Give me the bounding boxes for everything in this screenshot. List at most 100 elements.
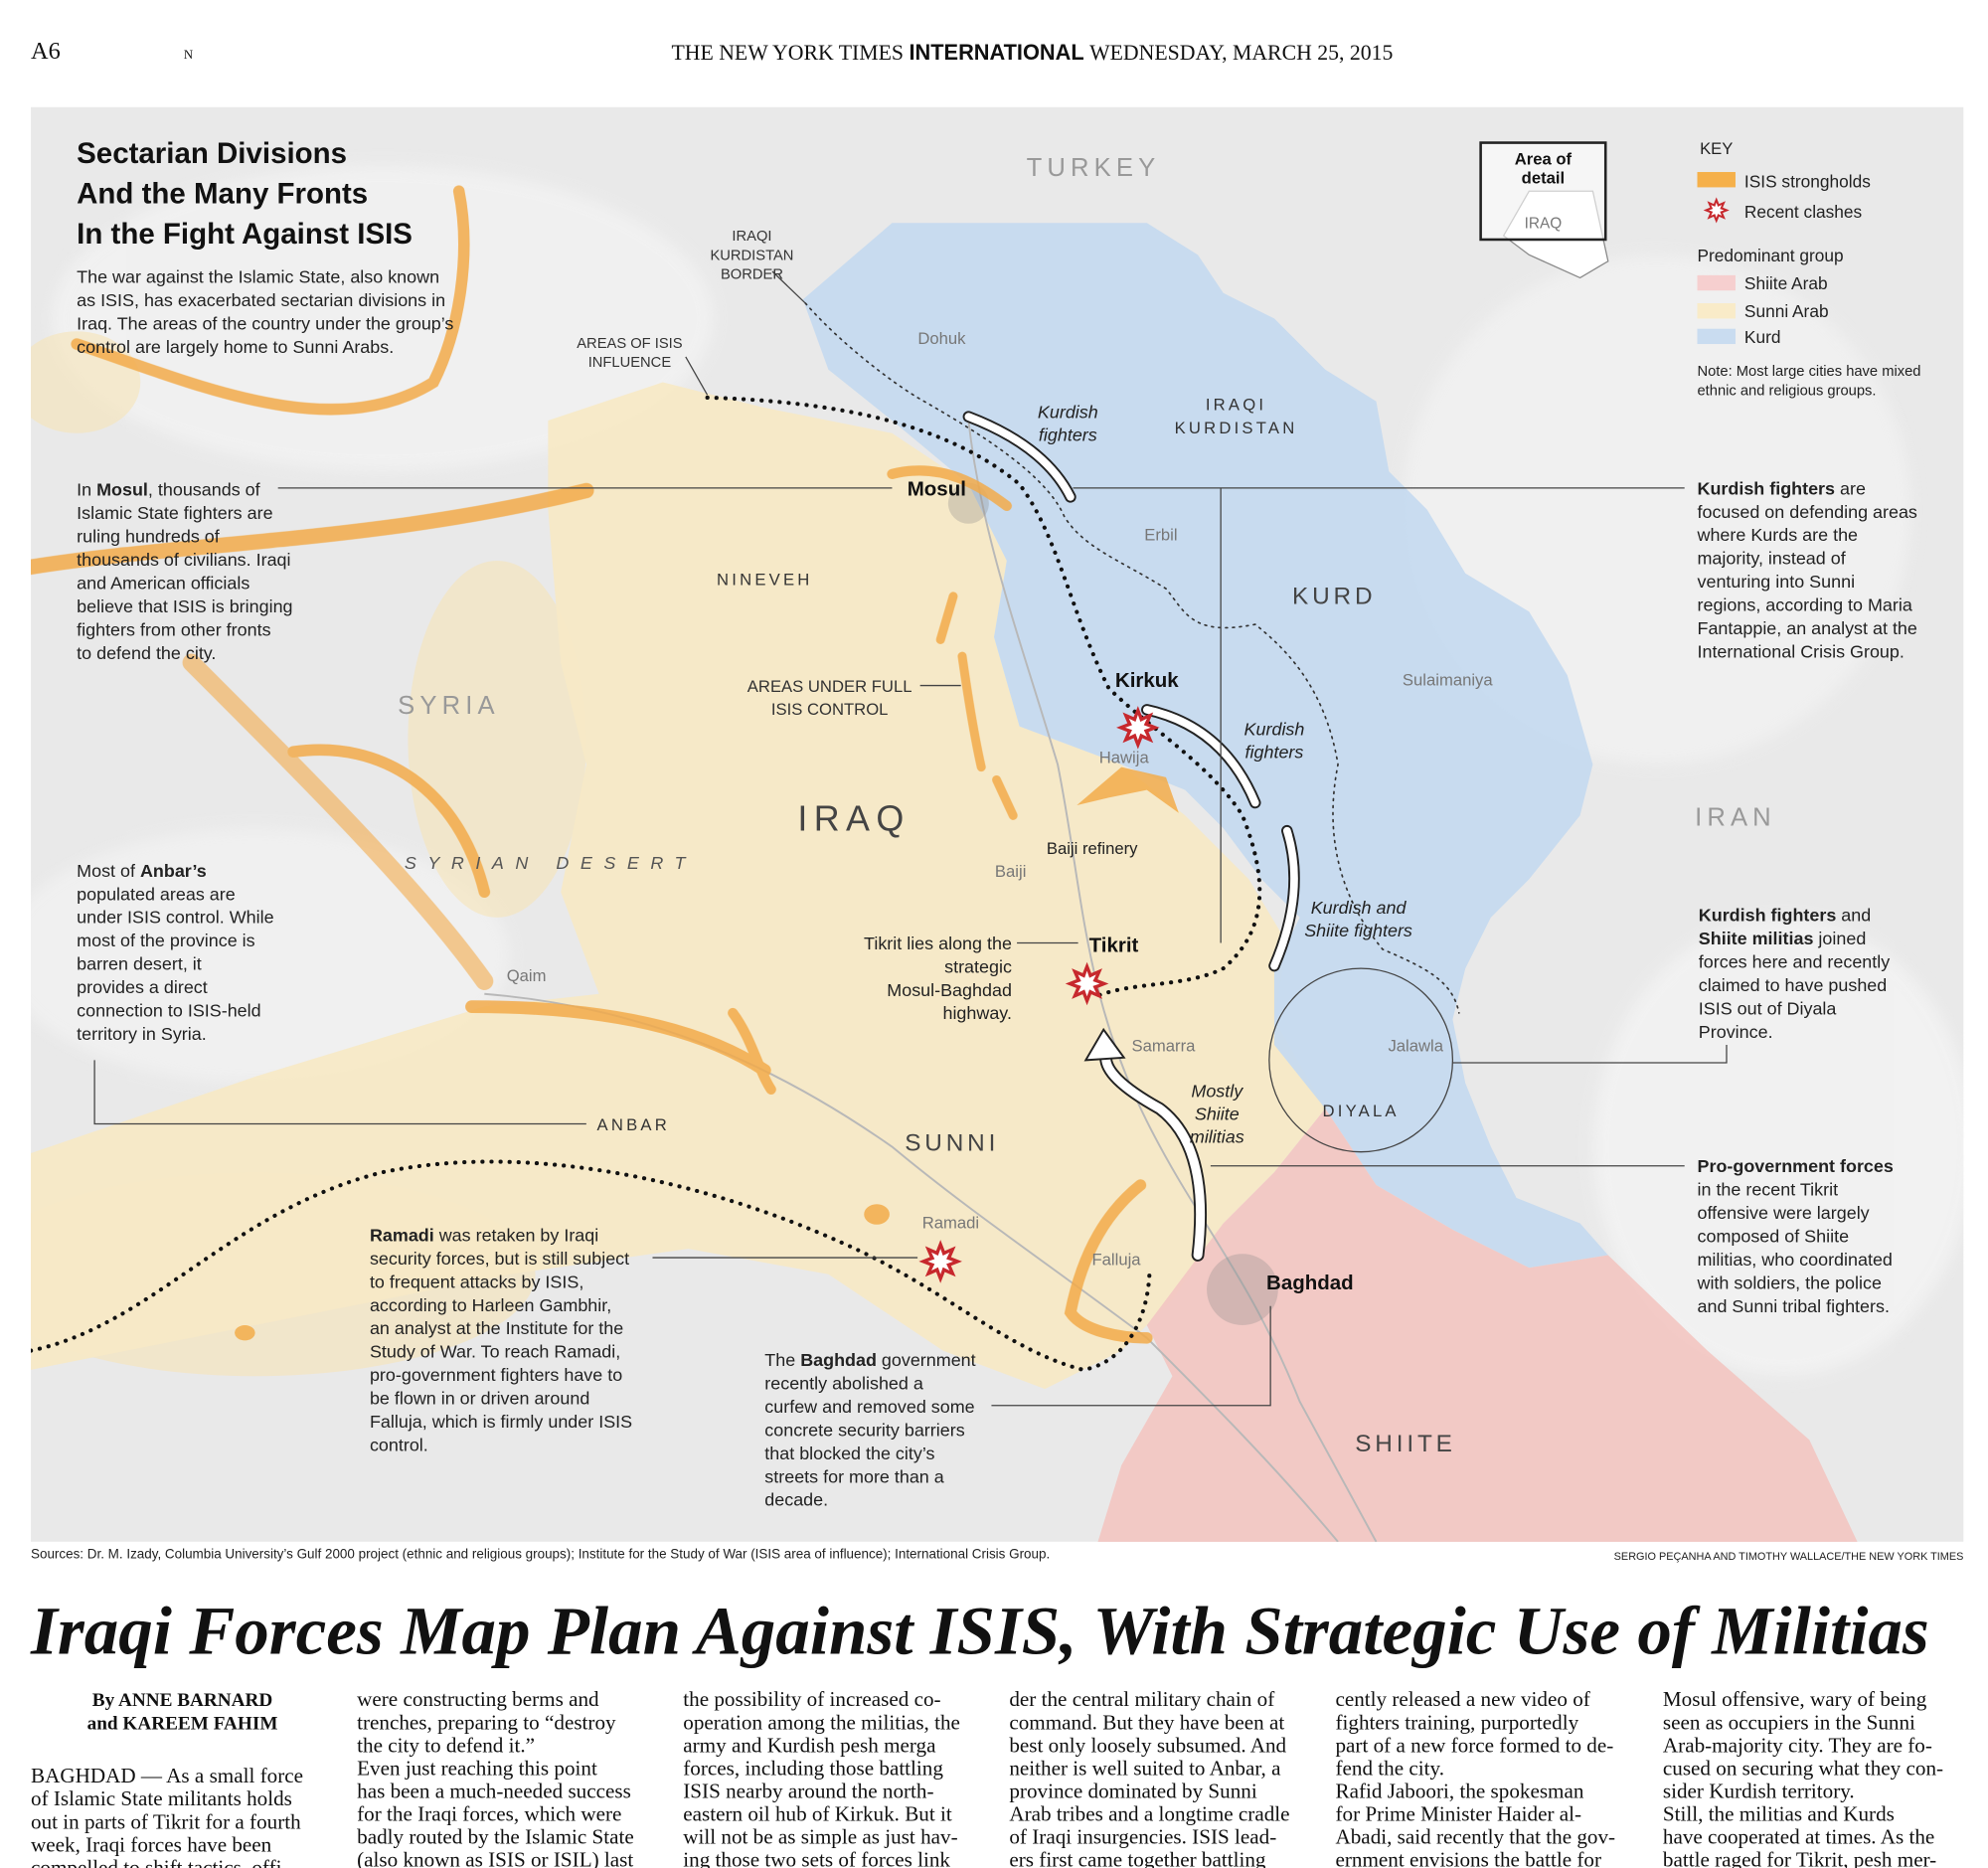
annotation: and American officials — [77, 573, 249, 593]
article-text: ISIS nearby around the north- — [683, 1780, 933, 1803]
map-label: INFLUENCE — [588, 355, 672, 371]
annotation: an analyst at the Institute for the — [370, 1318, 623, 1338]
key-label: Recent clashes — [1744, 202, 1863, 222]
annotation: security forces, but is still subject — [370, 1249, 629, 1269]
annotation: ISIS out of Diyala — [1699, 999, 1837, 1019]
article-text: der the central military chain of — [1009, 1687, 1275, 1711]
annotation: International Crisis Group. — [1698, 641, 1905, 661]
annotation: In Mosul, thousands of — [77, 480, 260, 500]
article-text: of Islamic State militants holds — [31, 1786, 292, 1810]
key-title: KEY — [1700, 139, 1733, 158]
article-text: trenches, preparing to “destroy — [357, 1710, 616, 1734]
annotation: focused on defending areas — [1698, 502, 1917, 522]
map-label: KURDISTAN — [1175, 419, 1298, 437]
annotation: Ramadi was retaken by Iraqi — [370, 1225, 598, 1245]
annotation: where Kurds are the — [1697, 525, 1859, 545]
map-label: Shiite — [1195, 1104, 1240, 1124]
article-text: eastern oil hub of Kirkuk. But it — [683, 1802, 952, 1826]
article-text: week, Iraqi forces have been — [31, 1832, 272, 1856]
article-text: forces, including those battling — [683, 1756, 943, 1780]
map-intro: Iraq. The areas of the country under the… — [77, 313, 453, 333]
annotation: under ISIS control. While — [77, 908, 273, 928]
article-text: ernment envisions the battle for — [1336, 1848, 1602, 1868]
edition: N — [184, 48, 193, 62]
bold-text: Baghdad — [800, 1350, 877, 1370]
article-text: the city to defend it.” — [357, 1733, 535, 1757]
map-intro: as ISIS, has exacerbated sectarian divis… — [77, 290, 445, 310]
annotation: Study of War. To reach Ramadi, — [370, 1342, 620, 1362]
map-label: Jalawla — [1388, 1036, 1443, 1055]
text-run: , thousands of — [148, 480, 261, 500]
map-label: Mostly — [1191, 1082, 1243, 1102]
article-text: have cooperated at times. As the — [1663, 1825, 1934, 1849]
bold-text: Shiite militias — [1699, 929, 1814, 948]
article-text: army and Kurdish pesh merga — [683, 1733, 936, 1757]
annotation: regions, according to Maria — [1698, 595, 1912, 615]
annotation: in the recent Tikrit — [1698, 1180, 1839, 1200]
credit: SERGIO PEÇANHA AND TIMOTHY WALLACE/THE N… — [1614, 1551, 1964, 1563]
clash-star — [927, 1249, 953, 1274]
map-label: Falluja — [1092, 1251, 1142, 1270]
article-text: BAGHDAD — As a small force — [31, 1764, 303, 1787]
map-label: AREAS OF ISIS — [577, 336, 683, 352]
map-label: Kurdish — [1038, 402, 1098, 422]
paper-name: THE NEW YORK TIMES — [671, 41, 904, 65]
article-text: (also known as ISIS or ISIL) last — [357, 1848, 633, 1868]
annotation: Mosul-Baghdad — [887, 980, 1012, 1000]
article-text: seen as occupiers in the Sunni — [1663, 1710, 1915, 1734]
article-text: Rafid Jaboori, the spokesman — [1336, 1780, 1584, 1803]
article-text: cused on securing what they con- — [1663, 1756, 1943, 1780]
map-label: Sulaimaniya — [1403, 671, 1493, 690]
map-label: Erbil — [1144, 525, 1177, 544]
annotation: to frequent attacks by ISIS, — [370, 1272, 583, 1291]
annotation: connection to ISIS-held — [77, 1001, 260, 1021]
key-note: ethnic and religious groups. — [1698, 383, 1877, 399]
map-label: IRAN — [1695, 804, 1776, 832]
sunni-region — [31, 382, 1326, 1390]
bold-text: Ramadi — [370, 1225, 434, 1245]
date: WEDNESDAY, MARCH 25, 2015 — [1089, 41, 1393, 65]
article-text: neither is well suited to Anbar, a — [1009, 1756, 1281, 1780]
annotation: Pro-government forces — [1698, 1156, 1894, 1176]
map-label: BORDER — [721, 267, 783, 283]
annotation: composed of Shiite — [1698, 1227, 1850, 1247]
annotation: Tikrit lies along the — [864, 934, 1012, 953]
map-label: Kurdish and — [1311, 898, 1408, 918]
map-label: Ramadi — [922, 1214, 979, 1233]
key-swatch-kurd — [1697, 328, 1736, 345]
recent-clashes — [918, 197, 1730, 1283]
annotation: Province. — [1699, 1022, 1773, 1042]
bold-text: Kurdish fighters — [1699, 906, 1837, 926]
map-label: Kirkuk — [1115, 669, 1179, 692]
isis-stronghold-blobs — [235, 766, 1179, 1341]
text-run: The — [764, 1350, 800, 1370]
annotation: venturing into Sunni — [1698, 572, 1856, 592]
annotation: forces here and recently — [1699, 952, 1890, 972]
annotation: Most of Anbar’s — [77, 861, 207, 881]
map-label: fighters — [1245, 743, 1304, 763]
byline: By ANNE BARNARD — [92, 1690, 273, 1711]
annotation: ruling hundreds of — [77, 526, 221, 546]
article-text: Still, the militias and Kurds — [1663, 1802, 1895, 1826]
article-text: for Prime Minister Haider al- — [1336, 1802, 1582, 1826]
article-text: operation among the militias, the — [683, 1710, 960, 1734]
bold-text: Anbar’s — [140, 861, 207, 881]
map-label: SYRIA — [398, 692, 500, 720]
article-text: the possibility of increased co- — [683, 1687, 940, 1711]
clash-star — [1709, 202, 1725, 219]
annotation: populated areas are — [77, 884, 236, 904]
annotation: concrete security barriers — [764, 1420, 964, 1440]
map-label: SUNNI — [905, 1129, 999, 1156]
text-run: In — [77, 480, 96, 500]
map-label: IRAQI — [1206, 396, 1266, 415]
article-text: sider Kurdish territory. — [1663, 1780, 1855, 1803]
article-text: command. But they have been at — [1009, 1710, 1284, 1734]
map-label: Baghdad — [1266, 1272, 1354, 1294]
annotation: Islamic State fighters are — [77, 503, 272, 523]
annotation: offensive were largely — [1698, 1203, 1870, 1223]
annotation: most of the province is — [77, 931, 254, 950]
annotation: claimed to have pushed — [1699, 975, 1887, 995]
page-number: A6 — [31, 38, 61, 65]
locator-title: Area of — [1515, 149, 1573, 168]
map-label: KURD — [1292, 584, 1376, 610]
